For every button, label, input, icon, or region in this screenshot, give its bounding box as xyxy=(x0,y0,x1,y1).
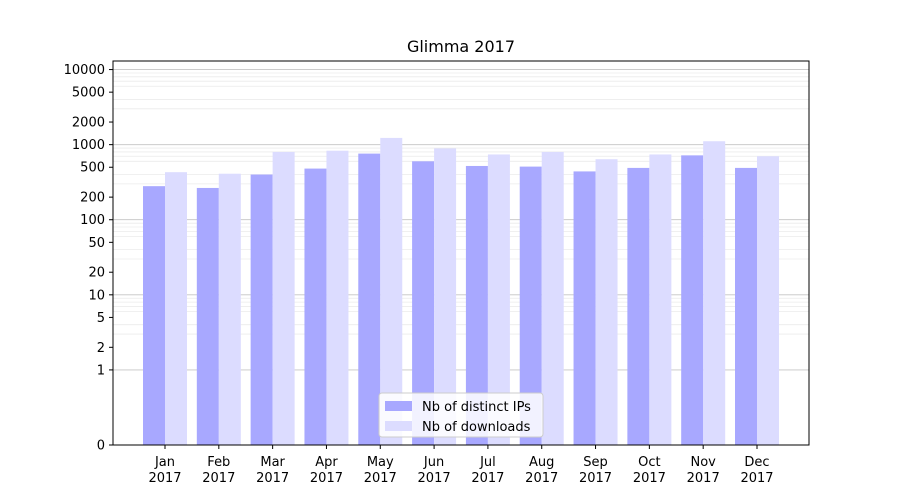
y-tick-label: 1 xyxy=(97,363,105,378)
x-tick-label-year: 2017 xyxy=(364,471,397,486)
axes-frame xyxy=(112,60,810,446)
bar-downloads xyxy=(434,148,457,445)
x-tick-label-month: Sep xyxy=(583,455,608,470)
x-tick-label-year: 2017 xyxy=(525,471,558,486)
x-tick-label-month: May xyxy=(367,455,394,470)
y-tick-label: 50 xyxy=(88,236,105,251)
bar-distinct-ips xyxy=(250,174,273,445)
bar-downloads xyxy=(272,151,295,445)
bar-downloads xyxy=(541,151,564,445)
x-tick-label-year: 2017 xyxy=(740,471,773,486)
x-tick-label-month: Nov xyxy=(690,455,716,470)
x-tick-label-month: Jun xyxy=(423,455,444,470)
y-tick-label: 200 xyxy=(80,191,105,206)
x-tick-label-year: 2017 xyxy=(633,471,666,486)
y-tick-label: 10 xyxy=(88,288,105,303)
bar-distinct-ips xyxy=(519,166,542,445)
x-tick-label-month: Jul xyxy=(479,455,496,470)
bar-distinct-ips xyxy=(681,155,704,446)
x-tick-label-year: 2017 xyxy=(310,471,343,486)
y-tick-label: 5000 xyxy=(72,86,105,101)
y-tick-label: 2 xyxy=(97,341,105,356)
y-tick-label: 2000 xyxy=(72,116,105,131)
bar-downloads xyxy=(595,159,618,445)
legend-swatch xyxy=(385,421,412,431)
bar-downloads xyxy=(649,154,672,445)
x-tick-label-year: 2017 xyxy=(202,471,235,486)
legend: Nb of distinct IPs Nb of downloads xyxy=(378,392,544,438)
x-tick-label-month: Oct xyxy=(638,455,660,470)
bar-downloads xyxy=(165,172,187,445)
y-tick-label: 1000 xyxy=(72,138,105,153)
bar-downloads xyxy=(703,141,726,445)
x-tick-label-year: 2017 xyxy=(579,471,612,486)
bar-distinct-ips xyxy=(573,171,596,445)
bar-distinct-ips xyxy=(196,187,219,445)
legend-label: Nb of distinct IPs xyxy=(422,400,531,415)
legend-label: Nb of downloads xyxy=(422,420,531,435)
bar-downloads xyxy=(757,156,779,445)
bars xyxy=(143,137,779,446)
legend-swatch xyxy=(385,401,412,411)
bar-distinct-ips xyxy=(304,168,327,445)
bar-downloads xyxy=(487,154,510,445)
y-tick-label: 100 xyxy=(80,213,105,228)
chart-title: Glimma 2017 xyxy=(407,37,515,56)
axes: Jan2017Feb2017Mar2017Apr2017May2017Jun20… xyxy=(64,60,810,486)
x-tick-label-month: Mar xyxy=(260,455,285,470)
bar-distinct-ips xyxy=(412,161,435,446)
y-tick-label: 500 xyxy=(80,161,105,176)
bar-distinct-ips xyxy=(465,165,488,446)
x-tick-label-month: Jan xyxy=(154,455,175,470)
bar-distinct-ips xyxy=(627,167,650,445)
x-tick-label-year: 2017 xyxy=(148,471,181,486)
x-tick-label-month: Feb xyxy=(207,455,230,470)
bar-downloads xyxy=(218,173,241,445)
x-tick-label-month: Aug xyxy=(529,455,554,470)
y-tick-label: 20 xyxy=(88,266,105,281)
x-tick-label-month: Dec xyxy=(744,455,769,470)
x-tick-label-year: 2017 xyxy=(256,471,289,486)
x-tick-label-year: 2017 xyxy=(418,471,451,486)
y-tick-label: 10000 xyxy=(64,63,105,78)
bar-distinct-ips xyxy=(735,167,757,445)
bar-downloads xyxy=(326,150,349,446)
y-tick-label: 0 xyxy=(97,439,105,454)
legend-box xyxy=(378,392,544,438)
bar-downloads xyxy=(380,137,403,445)
bar-distinct-ips xyxy=(358,153,381,445)
y-tick-label: 5 xyxy=(97,311,105,326)
x-tick-label-year: 2017 xyxy=(687,471,720,486)
bar-distinct-ips xyxy=(143,186,165,445)
x-tick-label-month: Apr xyxy=(315,455,338,470)
x-tick-label-year: 2017 xyxy=(471,471,504,486)
